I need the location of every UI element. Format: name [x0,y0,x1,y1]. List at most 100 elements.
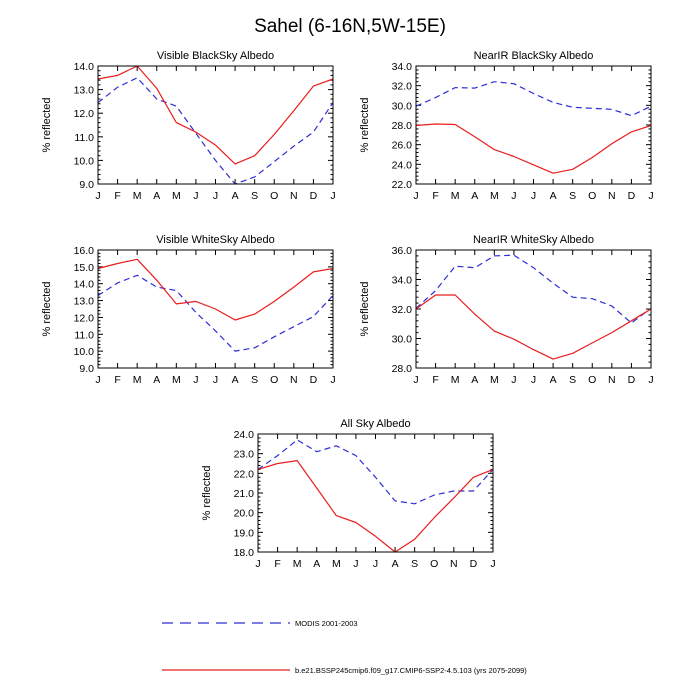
y-tick-label: 24.0 [234,429,255,441]
y-tick-label: 23.0 [234,449,255,461]
x-tick-label: O [430,558,438,570]
y-tick-label: 9.0 [79,179,94,191]
x-tick-label: D [310,190,318,202]
y-axis-label: % reflected [359,281,371,336]
y-tick-label: 30.0 [392,100,413,112]
x-tick-label: O [270,190,278,202]
legend-obs-label: MODIS 2001-2003 [295,619,358,628]
y-tick-label: 11.0 [74,132,94,144]
x-tick-label: J [330,374,335,386]
x-tick-label: J [95,190,100,202]
x-tick-label: N [290,190,298,202]
y-tick-label: 34.0 [392,61,413,73]
x-tick-label: M [490,190,499,202]
legend: MODIS 2001-2003 b.e21.BSSP245cmip6.f09_g… [162,619,527,675]
x-tick-label: A [153,374,160,386]
x-tick-label: O [588,190,596,202]
x-tick-label: J [531,190,536,202]
x-tick-label: F [432,190,438,202]
panel-title: Visible WhiteSky Albedo [156,234,274,246]
x-tick-label: F [274,558,280,570]
x-tick-label: D [310,374,318,386]
y-tick-label: 12.0 [74,312,95,324]
series-line-model [415,123,652,174]
x-tick-label: J [255,558,260,570]
series-line-modis [97,274,334,352]
x-tick-label: M [451,190,460,202]
x-tick-label: J [193,374,198,386]
y-tick-label: 15.0 [74,262,95,274]
y-tick-label: 28.0 [392,120,413,132]
x-tick-label: J [648,190,653,202]
y-tick-label: 28.0 [392,363,413,375]
plot-frame [415,249,652,369]
x-tick-label: M [172,374,181,386]
x-tick-label: J [213,374,218,386]
y-axis-label: % reflected [201,465,213,520]
y-tick-label: 26.0 [392,140,413,152]
y-tick-label: 13.0 [74,85,95,97]
x-tick-label: M [332,558,341,570]
y-tick-label: 14.0 [74,279,95,291]
x-tick-label: O [588,374,596,386]
y-tick-label: 19.0 [234,527,255,539]
x-tick-label: A [313,558,320,570]
x-tick-label: N [608,374,616,386]
x-tick-label: O [270,374,278,386]
x-tick-label: F [114,374,120,386]
y-tick-label: 12.0 [74,108,95,120]
x-tick-label: F [114,190,120,202]
y-tick-label: 32.0 [392,81,413,93]
x-tick-label: J [511,190,516,202]
x-tick-label: M [451,374,460,386]
y-tick-label: 20.0 [234,508,255,520]
chart-panel: NearIR BlackSky Albedo % reflected 22.0 24.… [359,50,654,202]
y-tick-label: 30.0 [392,334,413,346]
y-tick-label: 11.0 [74,329,94,341]
x-tick-label: J [413,374,418,386]
x-tick-label: M [293,558,302,570]
y-tick-label: 36.0 [392,245,413,257]
x-tick-label: F [432,374,438,386]
y-tick-label: 14.0 [74,61,95,73]
x-tick-label: J [193,190,198,202]
x-tick-label: S [251,190,258,202]
x-tick-label: S [569,190,576,202]
x-tick-label: S [411,558,418,570]
x-tick-label: M [133,190,142,202]
x-tick-label: D [628,190,636,202]
y-tick-label: 24.0 [392,159,413,171]
x-tick-label: A [550,374,557,386]
chart-panel: All Sky Albedo % reflected 18.0 19.0 20.0 21.… [201,418,496,570]
chart-panel: Visible WhiteSky Albedo % reflected 9.0 10.… [41,234,336,386]
chart-panels: Visible BlackSky Albedo % reflected 9.0 10.… [41,50,654,570]
plot-frame [257,433,494,553]
x-tick-label: A [153,190,160,202]
chart-panel: Visible BlackSky Albedo % reflected 9.0 10.… [41,50,336,202]
panel-title: Visible BlackSky Albedo [157,50,274,62]
x-tick-label: A [471,374,478,386]
series-line-model [97,258,334,321]
x-tick-label: J [511,374,516,386]
x-tick-label: J [373,558,378,570]
x-tick-label: A [392,558,399,570]
page-title: Sahel (6-16N,5W-15E) [254,16,446,37]
x-tick-label: N [290,374,298,386]
y-tick-label: 10.0 [74,155,95,167]
y-tick-label: 9.0 [79,363,94,375]
panel-title: NearIR BlackSky Albedo [474,50,594,62]
x-tick-label: J [353,558,358,570]
x-tick-label: A [550,190,557,202]
x-tick-label: S [251,374,258,386]
panel-title: NearIR WhiteSky Albedo [473,234,594,246]
y-tick-label: 32.0 [392,304,413,316]
panel-title: All Sky Albedo [340,418,410,430]
y-axis-label: % reflected [41,281,53,336]
y-tick-label: 22.0 [234,468,255,480]
y-axis-label: % reflected [359,97,371,152]
x-tick-label: S [569,374,576,386]
x-tick-label: M [490,374,499,386]
x-tick-label: J [648,374,653,386]
series-line-model [257,460,494,553]
